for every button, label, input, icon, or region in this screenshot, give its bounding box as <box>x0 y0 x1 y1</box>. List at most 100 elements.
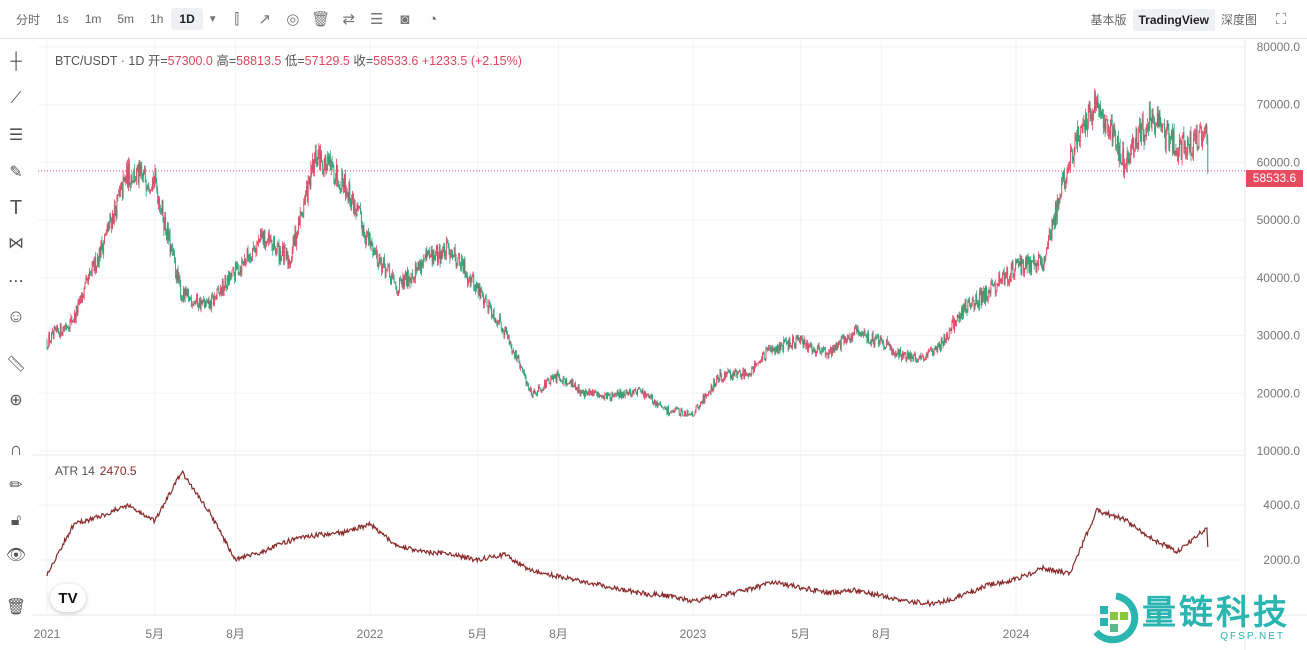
triangle-down-icon[interactable]: ▼ <box>207 13 218 25</box>
horizontal-lines-icon[interactable]: ☰ <box>8 127 24 144</box>
candle <box>1165 127 1167 155</box>
candle <box>1040 254 1041 266</box>
replay-icon[interactable]: ◔ <box>428 10 438 28</box>
candle <box>84 281 86 290</box>
candle <box>539 387 541 392</box>
candle <box>734 368 736 378</box>
trend-line-icon[interactable]: ⟋ <box>10 90 22 107</box>
candle <box>453 247 455 257</box>
candle <box>668 405 669 417</box>
candle-style-icon[interactable]: ⫿ <box>234 10 240 28</box>
candle <box>1205 122 1207 135</box>
candle <box>763 351 765 360</box>
candle <box>640 390 642 394</box>
candle <box>624 394 626 399</box>
emoji-icon[interactable]: ☺ <box>6 305 26 326</box>
timeframe-1m[interactable]: 1m <box>84 12 102 26</box>
brush-icon[interactable]: ✎ <box>9 164 23 181</box>
candle <box>259 238 260 243</box>
candle <box>621 391 623 400</box>
candle <box>58 331 60 338</box>
candle <box>476 282 478 289</box>
candle <box>745 368 746 377</box>
text-icon[interactable]: T <box>9 196 23 219</box>
candle <box>89 270 91 277</box>
y-tick-label: 80000.0 <box>1257 40 1301 54</box>
candle <box>129 182 131 192</box>
candle <box>607 391 608 400</box>
candle <box>347 191 349 204</box>
swap-icon[interactable]: ⇄ <box>342 11 356 28</box>
crosshair-icon[interactable]: ┼ <box>10 53 22 70</box>
candle <box>369 232 371 249</box>
candle <box>704 392 706 404</box>
timeframe-fenshi[interactable]: 分时 <box>16 12 41 27</box>
camera-icon[interactable]: ◙ <box>400 10 410 28</box>
candle <box>737 371 739 379</box>
ruler-icon[interactable]: 📏︎ <box>5 356 27 373</box>
fullscreen-icon[interactable]: ⛶ <box>1275 11 1287 28</box>
candle <box>1145 127 1147 137</box>
candle <box>382 263 383 274</box>
candle <box>396 285 398 295</box>
settings-icon[interactable]: ◎ <box>286 11 300 28</box>
candle <box>266 241 267 247</box>
tab-depth[interactable]: 深度图 <box>1220 13 1257 27</box>
candle <box>85 274 87 284</box>
candle <box>265 240 267 251</box>
candle <box>310 161 312 190</box>
candle <box>237 263 239 276</box>
candle <box>100 239 102 258</box>
candle <box>501 327 503 335</box>
candle <box>816 345 818 354</box>
magnet-icon[interactable]: ∩ <box>9 438 23 459</box>
candle <box>731 372 733 382</box>
candle <box>1103 114 1105 132</box>
candle <box>660 401 661 407</box>
candle <box>227 275 229 290</box>
lock-drawing-icon[interactable]: ✏︎ <box>9 477 23 494</box>
zoom-in-icon[interactable]: ⊕ <box>9 392 23 409</box>
tab-basic[interactable]: 基本版 <box>1090 13 1127 27</box>
y-tick-label: 50000.0 <box>1257 213 1301 227</box>
candle <box>171 244 173 252</box>
candle <box>703 394 705 404</box>
trash-icon[interactable]: 🗑︎ <box>311 11 331 28</box>
timeframe-5m[interactable]: 5m <box>117 12 135 26</box>
candle <box>245 260 247 266</box>
candle <box>293 233 295 246</box>
candle <box>291 246 293 262</box>
candle <box>984 287 986 305</box>
candle <box>682 410 684 417</box>
trash-icon[interactable]: 🗑︎ <box>5 599 27 616</box>
prediction-icon[interactable]: ⋯ <box>8 273 24 290</box>
candle <box>1086 118 1088 137</box>
timeframe-1d[interactable]: 1D <box>171 8 203 30</box>
tab-tradingview[interactable]: TradingView <box>1132 8 1215 31</box>
pattern-icon[interactable]: ⋈ <box>8 235 24 252</box>
eye-icon[interactable]: 👁︎ <box>5 547 27 564</box>
candle <box>890 344 892 351</box>
candle <box>906 356 908 364</box>
x-tick-label: 5月 <box>791 627 810 641</box>
candle <box>264 229 266 250</box>
tradingview-logo[interactable]: TV <box>50 584 86 612</box>
candle <box>638 386 640 389</box>
candle <box>875 334 877 340</box>
candle <box>170 243 172 256</box>
list-icon[interactable]: ☰ <box>370 11 384 28</box>
candle <box>529 387 530 392</box>
candle <box>809 342 811 348</box>
candle <box>159 204 161 215</box>
indicators-icon[interactable]: ↗ <box>258 11 272 28</box>
candle <box>158 195 159 210</box>
candle <box>304 195 306 205</box>
candle <box>144 166 146 183</box>
candle <box>314 144 316 164</box>
timeframe-1s[interactable]: 1s <box>56 12 69 26</box>
candle <box>595 390 597 393</box>
timeframe-1h[interactable]: 1h <box>150 12 164 26</box>
candle <box>1187 137 1189 146</box>
unlock-icon[interactable]: 🔓︎ <box>10 512 22 529</box>
